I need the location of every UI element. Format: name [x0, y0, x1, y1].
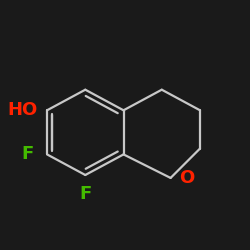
Text: F: F	[22, 146, 34, 164]
Text: O: O	[179, 169, 194, 187]
Text: F: F	[79, 185, 92, 203]
Text: HO: HO	[7, 101, 37, 119]
